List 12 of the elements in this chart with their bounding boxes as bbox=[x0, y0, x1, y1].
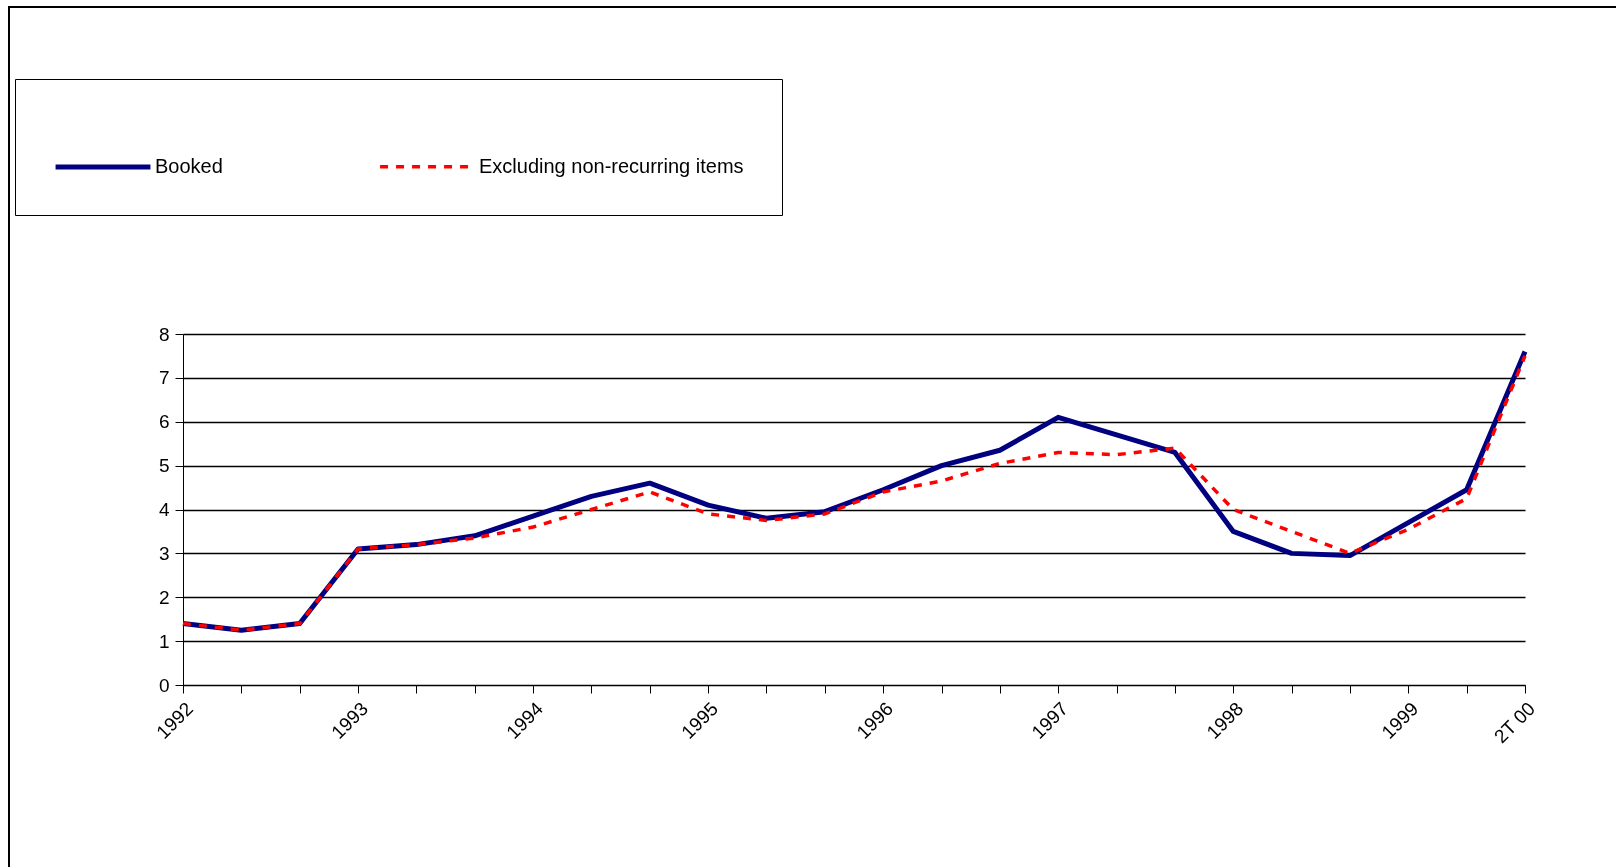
y-tick-label: 1 bbox=[158, 630, 170, 652]
y-tick-label: 7 bbox=[158, 367, 170, 389]
y-tick-label: 2 bbox=[158, 586, 170, 608]
y-tick-label: 5 bbox=[158, 455, 170, 477]
y-tick-label: 6 bbox=[158, 411, 170, 433]
x-tick-label: 2T 00 bbox=[1489, 698, 1539, 748]
legend-label: Excluding non-recurring items bbox=[479, 154, 744, 177]
legend-label: Booked bbox=[155, 155, 223, 177]
y-tick-label: 4 bbox=[158, 499, 170, 520]
y-tick-label: 3 bbox=[158, 542, 170, 564]
y-tick-label: 8 bbox=[158, 323, 170, 345]
y-tick-label: 0 bbox=[158, 674, 170, 696]
